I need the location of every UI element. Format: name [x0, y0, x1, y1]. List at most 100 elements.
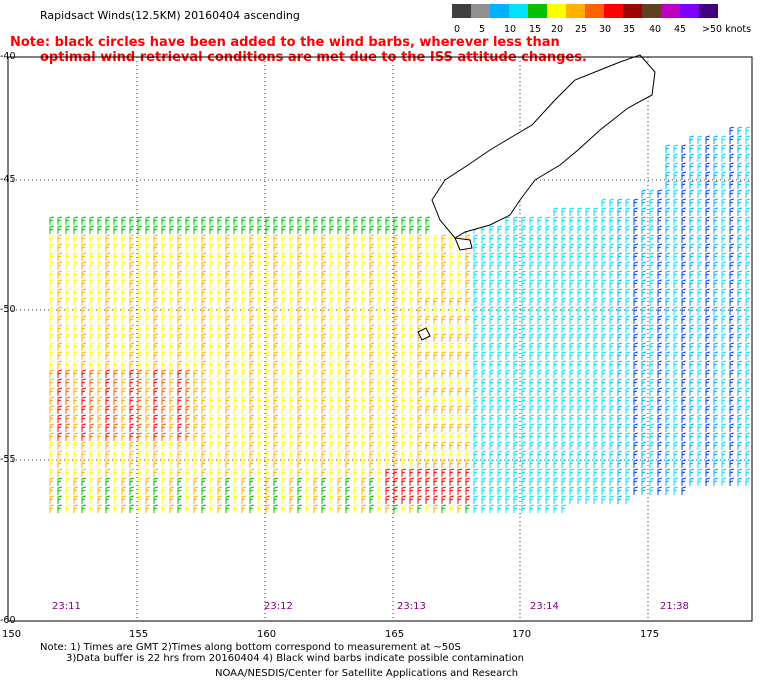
- wind-barb: [105, 504, 111, 513]
- wind-barb: [49, 441, 55, 450]
- wind-barb: [649, 225, 655, 234]
- wind-barb: [433, 360, 439, 369]
- wind-barb: [745, 432, 751, 441]
- wind-barb: [241, 459, 247, 468]
- wind-barb: [105, 315, 111, 324]
- wind-barb: [257, 288, 263, 297]
- wind-barb: [105, 450, 111, 459]
- wind-barb: [353, 495, 359, 504]
- wind-barb: [569, 243, 575, 252]
- wind-barb: [97, 450, 103, 459]
- wind-barb: [241, 252, 247, 261]
- wind-barb: [265, 432, 271, 441]
- wind-barb: [633, 279, 639, 288]
- wind-barb: [129, 279, 135, 288]
- wind-barb: [385, 504, 391, 513]
- wind-barb: [233, 360, 239, 369]
- wind-barb: [601, 288, 607, 297]
- wind-barb: [489, 486, 495, 495]
- wind-barb: [641, 351, 647, 360]
- wind-barb: [625, 333, 631, 342]
- wind-barb: [345, 216, 351, 225]
- wind-barb: [329, 369, 335, 378]
- wind-barb: [321, 477, 327, 486]
- wind-barb: [337, 486, 343, 495]
- wind-barb: [433, 378, 439, 387]
- wind-barb: [665, 405, 671, 414]
- wind-barb: [641, 450, 647, 459]
- wind-barb: [633, 486, 639, 495]
- wind-barb: [705, 216, 711, 225]
- wind-barb: [329, 423, 335, 432]
- wind-barb: [449, 495, 455, 504]
- wind-barb: [641, 333, 647, 342]
- wind-barb: [457, 414, 463, 423]
- wind-barb: [209, 441, 215, 450]
- wind-barb: [225, 504, 231, 513]
- wind-barb: [57, 486, 63, 495]
- wind-barb: [201, 261, 207, 270]
- wind-barb: [585, 225, 591, 234]
- wind-barb: [289, 360, 295, 369]
- wind-barb: [585, 351, 591, 360]
- wind-barb: [337, 324, 343, 333]
- wind-barb: [593, 441, 599, 450]
- wind-barb: [81, 387, 87, 396]
- wind-barb: [97, 387, 103, 396]
- wind-barb: [449, 252, 455, 261]
- wind-barb: [145, 387, 151, 396]
- wind-barb: [729, 144, 735, 153]
- wind-barb: [521, 270, 527, 279]
- wind-barb: [217, 315, 223, 324]
- wind-barb: [433, 468, 439, 477]
- wind-barb: [537, 333, 543, 342]
- wind-barb: [497, 468, 503, 477]
- wind-barb: [129, 441, 135, 450]
- wind-barb: [353, 459, 359, 468]
- wind-barb: [225, 315, 231, 324]
- wind-barb: [81, 297, 87, 306]
- wind-barb: [49, 459, 55, 468]
- wind-barb: [425, 441, 431, 450]
- wind-barb: [81, 414, 87, 423]
- wind-barb: [449, 396, 455, 405]
- wind-barb: [433, 450, 439, 459]
- wind-barb: [385, 234, 391, 243]
- wind-barb: [425, 396, 431, 405]
- wind-barb: [713, 405, 719, 414]
- wind-barb: [433, 423, 439, 432]
- wind-barb: [249, 297, 255, 306]
- wind-barb: [425, 432, 431, 441]
- wind-barb: [521, 324, 527, 333]
- wind-barb: [681, 324, 687, 333]
- wind-barb: [281, 387, 287, 396]
- wind-barb: [457, 450, 463, 459]
- wind-barb: [201, 324, 207, 333]
- wind-barb: [593, 414, 599, 423]
- wind-barb: [537, 504, 543, 513]
- wind-barb: [529, 396, 535, 405]
- wind-barb: [737, 369, 743, 378]
- wind-barb: [153, 288, 159, 297]
- wind-barb: [113, 324, 119, 333]
- wind-barb: [489, 369, 495, 378]
- wind-barb: [673, 315, 679, 324]
- wind-barb: [361, 306, 367, 315]
- wind-barb: [649, 414, 655, 423]
- wind-barb: [705, 333, 711, 342]
- wind-barb: [225, 378, 231, 387]
- wind-barb: [481, 279, 487, 288]
- wind-barb: [241, 225, 247, 234]
- wind-barb: [601, 306, 607, 315]
- wind-barb: [577, 369, 583, 378]
- wind-barb: [737, 189, 743, 198]
- wind-barb: [457, 387, 463, 396]
- wind-barb: [289, 468, 295, 477]
- wind-barb: [89, 396, 95, 405]
- wind-barb: [65, 441, 71, 450]
- wind-barb: [737, 387, 743, 396]
- wind-barb: [393, 396, 399, 405]
- wind-barb: [449, 378, 455, 387]
- wind-barb: [585, 216, 591, 225]
- wind-barb: [425, 423, 431, 432]
